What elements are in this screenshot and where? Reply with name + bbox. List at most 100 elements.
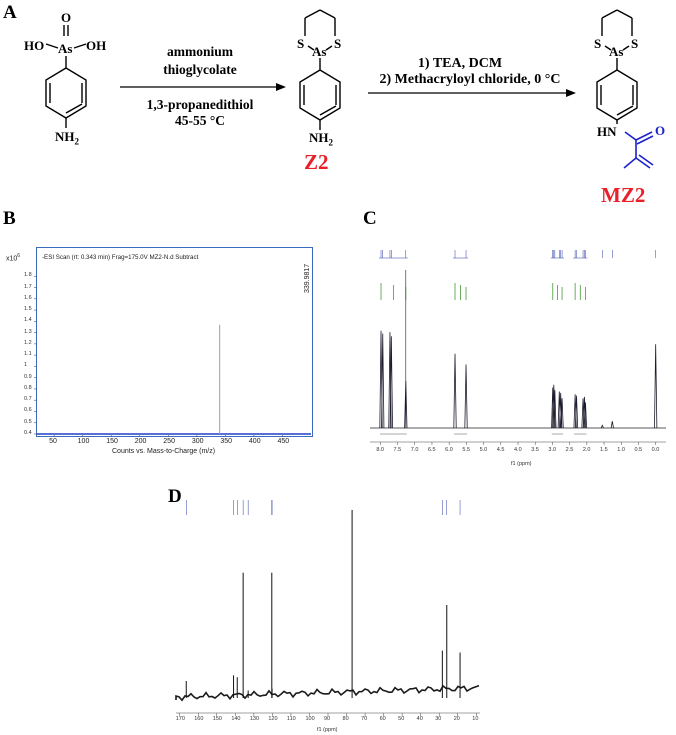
reactant-nh2: NH2 (55, 129, 79, 147)
c-nmr-x-label: f1 (ppm) (317, 727, 338, 733)
panel-label-d: D (168, 486, 182, 507)
h-nmr-peak (551, 387, 555, 429)
ms-x-tick: 100 (77, 438, 90, 445)
c-nmr-x-tick: 60 (379, 716, 386, 722)
ms-y-tick: 1.5 (24, 306, 32, 313)
methacryl-group (623, 131, 654, 169)
h-nmr-peak (583, 402, 588, 429)
c-nmr-x-tick: 40 (416, 716, 423, 722)
ms-x-tick: 450 (277, 438, 290, 445)
h-nmr-x-tick: 4.5 (496, 447, 505, 453)
ms-y-tick: 0.7 (24, 396, 32, 403)
ms-x-tick: 200 (134, 438, 147, 445)
h-nmr-x-tick: 7.5 (393, 447, 402, 453)
h-nmr-peak (464, 364, 468, 429)
panel-label-c: C (363, 208, 377, 229)
h-nmr-integral (552, 283, 563, 300)
reactant-as: As (58, 41, 73, 56)
h-nmr-x-tick: 0.0 (651, 447, 660, 453)
step2-reagent-2: 2) Methacryloyl chloride, 0 °C (379, 72, 561, 87)
ms-y-tick: 0.9 (24, 373, 32, 380)
c-nmr-x-tick: 140 (231, 716, 241, 722)
step2-reagent-1: 1) TEA, DCM (417, 56, 503, 71)
ms-y-tick: 1.3 (24, 328, 32, 335)
ms-x-tick: 300 (191, 438, 204, 445)
h-nmr-peak (453, 353, 457, 429)
mz2-oxygen: O (655, 123, 666, 138)
ms-y-tick: 1.6 (24, 294, 32, 301)
h-nmr-peak (553, 390, 557, 429)
step2-arrow (368, 89, 576, 97)
mz2-bonds (596, 9, 654, 169)
ms-x-tick: 250 (163, 438, 175, 445)
h-nmr-x-tick: 1.5 (600, 447, 608, 453)
reactant-ho: HO (24, 38, 45, 53)
mz2-s-left: S (594, 36, 602, 51)
ms-y-tick: 1.7 (24, 283, 32, 290)
panel-label-a: A (3, 2, 17, 23)
reactant-bonds (45, 25, 87, 128)
step1-reagent-2: thioglycolate (163, 62, 237, 77)
h-nmr-peak (610, 421, 614, 429)
z2-bonds (299, 9, 341, 130)
z2-label: Z2 (304, 150, 329, 174)
ms-y-tick: 0.6 (24, 407, 32, 414)
h-nmr-peak (600, 424, 604, 429)
step1-reagent-3: 1,3-propanedithiol (146, 97, 254, 112)
h-nmr-x-tick: 2.0 (582, 447, 591, 453)
h-nmr-x-tick: 8.0 (376, 447, 384, 453)
z2-as: As (312, 44, 327, 59)
c-nmr-x-tick: 120 (268, 716, 278, 722)
h-nmr-integral (454, 283, 467, 300)
h-nmr-x-tick: 6.0 (445, 447, 453, 453)
c-nmr-x-tick: 30 (435, 716, 442, 722)
reactant-oh: OH (86, 38, 107, 53)
ms-y-tick: 0.8 (24, 384, 32, 391)
h-nmr-x-tick: 2.5 (565, 447, 574, 453)
ms-y-tick: 0.4 (24, 430, 32, 436)
c-nmr-x-tick: 80 (342, 716, 349, 722)
step1-arrow (120, 83, 286, 91)
h-nmr-integral (574, 283, 586, 300)
c-nmr-x-tick: 170 (175, 716, 185, 722)
mz2-label: MZ2 (601, 183, 646, 207)
ms-x-tick: 400 (248, 438, 261, 445)
mz2-hn: HN (597, 124, 617, 139)
ms-y-tick: 1.1 (24, 351, 32, 358)
reactant-oxo: O (61, 10, 72, 25)
h-nmr-peak (654, 344, 658, 429)
c-nmr-x-tick: 20 (453, 716, 460, 722)
ms-y-tick: 1.2 (24, 339, 32, 346)
panel-label-b: B (3, 208, 16, 229)
ms-multiplier: x106 (6, 253, 21, 263)
z2-nh2: NH2 (309, 130, 333, 148)
ms-plot (36, 247, 313, 437)
h-nmr-peak (381, 333, 385, 429)
c-nmr-x-tick: 70 (361, 716, 368, 722)
ms-y-tick: 1.4 (24, 317, 32, 324)
h-nmr-x-tick: 5.0 (479, 447, 488, 453)
z2-s-right: S (334, 36, 342, 51)
h-nmr-peak (389, 336, 393, 429)
h-nmr-x-label: f1 (ppm) (511, 461, 532, 467)
c-nmr-x-tick: 110 (286, 716, 296, 722)
h-nmr-peak (560, 398, 564, 429)
h-nmr-x-tick: 6.5 (427, 447, 436, 453)
ms-x-tick: 150 (106, 438, 118, 445)
h-nmr-x-tick: 3.0 (548, 447, 557, 453)
c-nmr-x-tick: 50 (398, 716, 405, 722)
mz2-s-right: S (631, 36, 639, 51)
ms-y-tick: 1.8 (24, 272, 32, 279)
c-nmr-x-tick: 150 (212, 716, 222, 722)
c-nmr-x-tick: 10 (472, 716, 479, 722)
h-nmr-x-tick: 4.0 (514, 447, 522, 453)
h-nmr-x-tick: 1.0 (617, 447, 625, 453)
mz2-as: As (609, 44, 624, 59)
ms-x-tick: 50 (49, 438, 57, 445)
ms-header: -ESI Scan (rt: 0.343 min) Frag=175.0V MZ… (42, 254, 199, 261)
h-nmr-x-tick: 3.5 (531, 447, 539, 453)
c-nmr-x-tick: 100 (305, 716, 315, 722)
